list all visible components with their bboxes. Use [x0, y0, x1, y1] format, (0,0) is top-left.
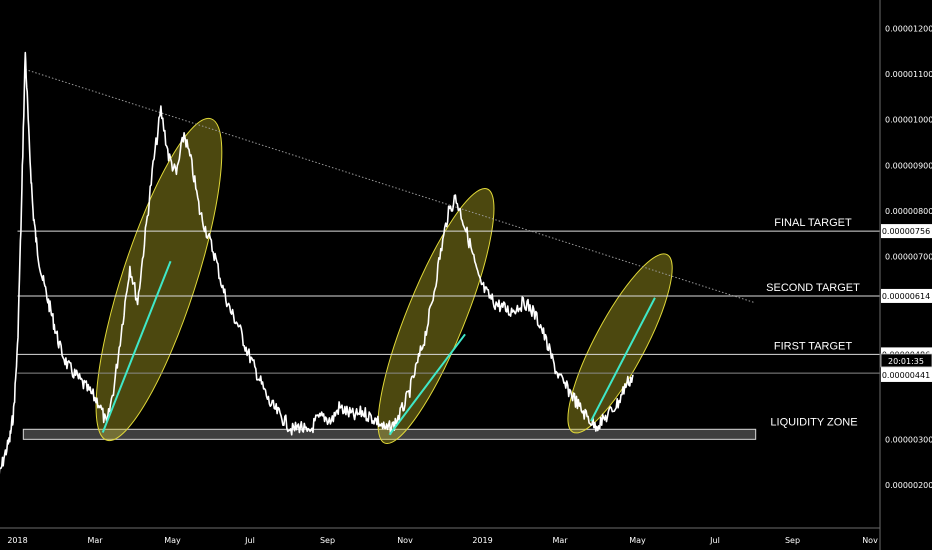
price-tick-label: 0.00000700 [885, 253, 932, 262]
time-tick-label: May [164, 536, 181, 545]
descending-trendline[interactable] [25, 68, 754, 303]
price-tick-label: 0.00001100 [885, 70, 932, 79]
liquidity-zone-label: LIQUIDITY ZONE [770, 416, 857, 428]
time-tick-label: Nov [862, 536, 878, 545]
time-axis[interactable]: 2018 Mar May Jul Sep Nov 2019 Mar May Jul Sep Nov [7, 536, 878, 545]
price-tick-label: 0.00000300 [885, 435, 932, 444]
price-tick-label: 0.00001000 [885, 116, 932, 125]
projection-arrow[interactable] [101, 260, 172, 433]
highlight-ellipse[interactable] [551, 243, 690, 444]
countdown-label: 20:01:35 [888, 357, 924, 366]
price-line[interactable] [0, 51, 634, 481]
time-tick-label: Jul [244, 536, 255, 545]
price-tick-label: 0.00000900 [885, 161, 932, 170]
time-tick-label: Sep [785, 536, 800, 545]
price-axis[interactable]: 0.00001200 0.00001100 0.00001000 0.00000900… [885, 24, 932, 490]
time-tick-label: 2019 [472, 536, 492, 545]
level-label: SECOND TARGET [766, 282, 860, 294]
price-tick-label: 0.00000200 [885, 481, 932, 490]
level-price-tag [881, 224, 932, 239]
current-price-tag [881, 367, 932, 382]
time-tick-label: Mar [552, 536, 568, 545]
time-tick-label: Jul [709, 536, 720, 545]
projection-arrow[interactable] [388, 333, 466, 436]
level-price-tag [881, 288, 932, 303]
level-label: FINAL TARGET [774, 217, 852, 229]
time-tick-label: Sep [320, 536, 335, 545]
time-tick-label: May [629, 536, 646, 545]
countdown-tag [880, 353, 932, 368]
time-tick-label: Mar [87, 536, 103, 545]
time-tick-label: Nov [397, 536, 413, 545]
level-label: FIRST TARGET [774, 340, 853, 352]
price-tick-label: 0.00001200 [885, 24, 932, 33]
projection-arrow[interactable] [590, 297, 656, 422]
highlight-ellipse[interactable] [72, 107, 246, 451]
level-price-label: 0.00000614 [882, 292, 930, 301]
highlight-ellipse[interactable] [358, 178, 515, 454]
time-tick-label: 2018 [7, 536, 27, 545]
current-price-label: 0.00000441 [882, 371, 930, 380]
level-price-label: 0.00000756 [882, 227, 930, 236]
price-tick-label: 0.00000800 [885, 207, 932, 216]
